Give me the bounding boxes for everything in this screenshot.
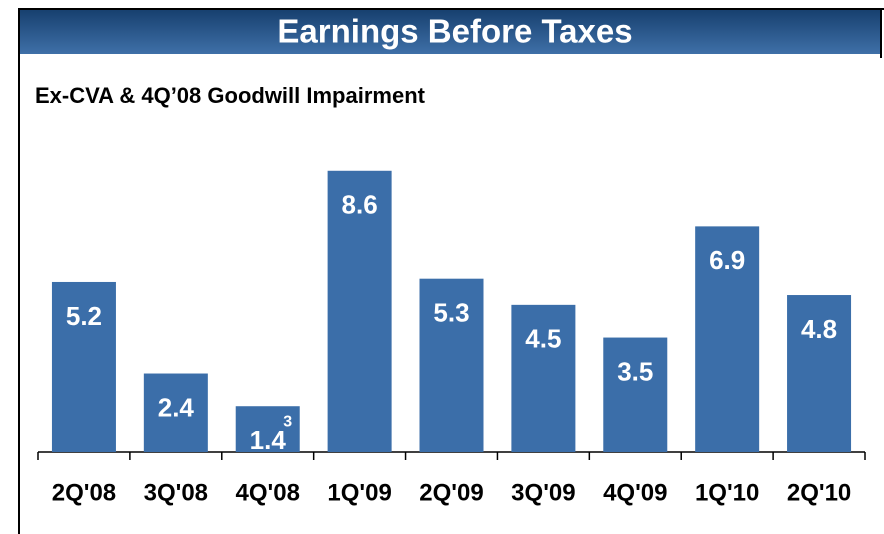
x-tick-label: 4Q'09 [603, 479, 667, 506]
x-tick-label: 2Q'10 [787, 479, 851, 506]
bar [787, 295, 852, 452]
bar [603, 337, 668, 452]
bar [143, 373, 208, 452]
x-tick-label: 3Q'08 [144, 479, 208, 506]
chart-title: Earnings Before Taxes [277, 13, 632, 50]
frame-top [18, 8, 884, 10]
value-label: 1.4 [250, 425, 287, 455]
x-tick-label: 2Q'08 [52, 479, 116, 506]
bar [235, 406, 300, 452]
x-tick-label: 1Q'10 [695, 479, 759, 506]
value-label: 8.6 [342, 190, 378, 220]
x-tick-label: 4Q'08 [236, 479, 300, 506]
bar [695, 226, 760, 452]
header-banner [20, 10, 880, 54]
chart-subtitle: Ex-CVA & 4Q’08 Goodwill Impairment [35, 83, 426, 108]
frame-right [880, 8, 882, 58]
x-tick-label: 2Q'09 [419, 479, 483, 506]
footnote-mark: 3 [283, 413, 292, 430]
x-tick-label: 3Q'09 [511, 479, 575, 506]
x-tick-label: 1Q'09 [327, 479, 391, 506]
value-label: 6.9 [709, 245, 745, 275]
value-label: 5.3 [433, 298, 469, 328]
frame-left [18, 8, 20, 534]
bar [511, 304, 576, 452]
value-label: 4.8 [801, 314, 837, 344]
value-label: 2.4 [158, 392, 195, 422]
value-label: 3.5 [617, 356, 653, 386]
value-label: 5.2 [66, 301, 102, 331]
bar [51, 281, 116, 452]
bar [327, 170, 392, 452]
value-label: 4.5 [525, 324, 561, 354]
bar [419, 278, 484, 452]
